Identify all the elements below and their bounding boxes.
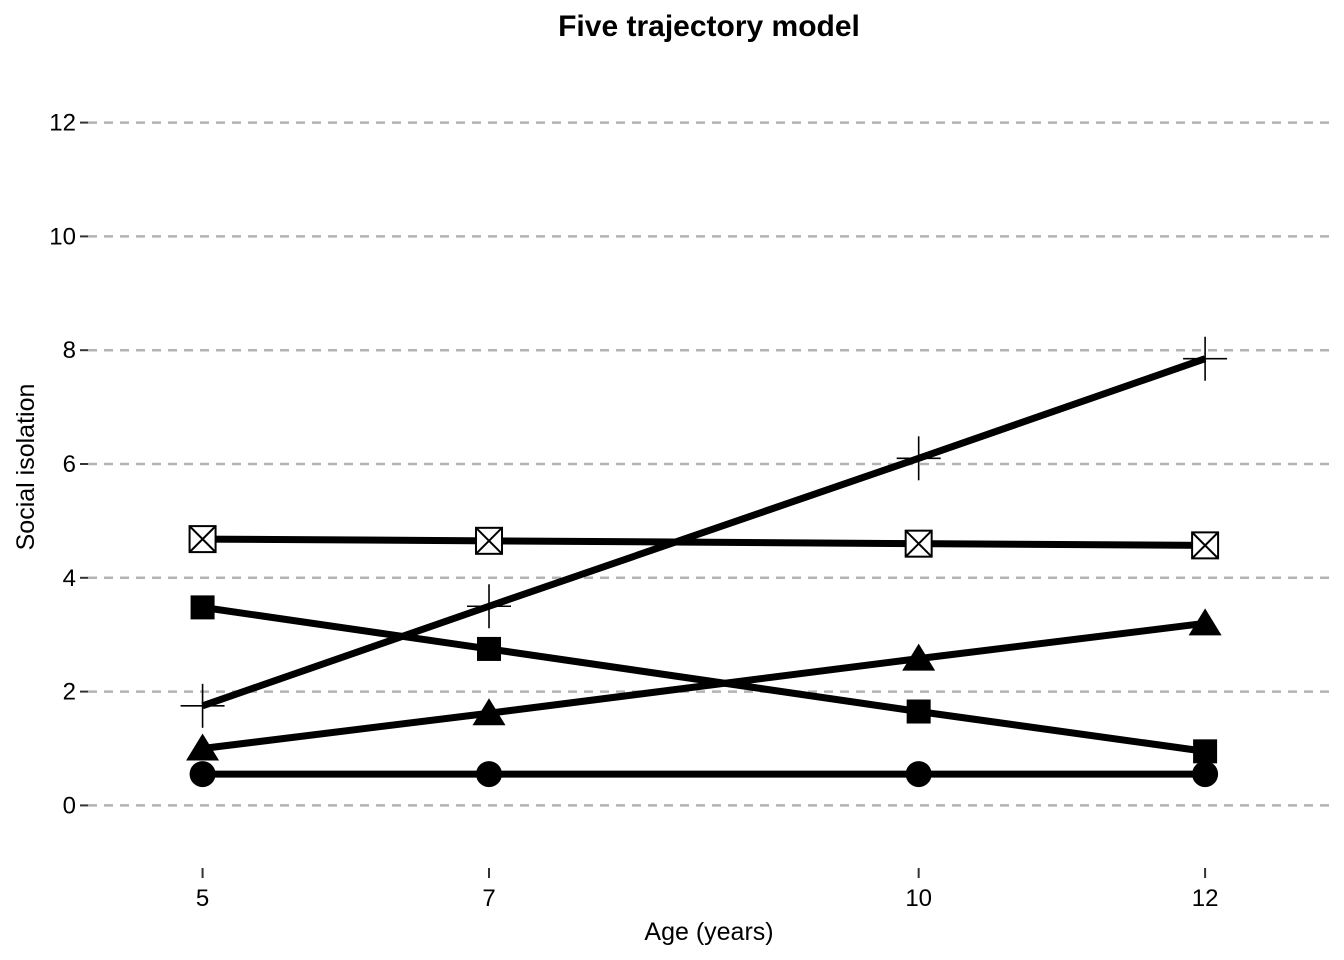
data-point-circle <box>1192 761 1219 788</box>
data-point-circle <box>905 761 932 788</box>
data-point-filled-square <box>1193 739 1218 764</box>
data-point-filled-triangle <box>1188 608 1222 636</box>
data-point-filled-square <box>477 636 502 661</box>
y-tick-label: 12 <box>49 110 76 137</box>
marker-group <box>180 336 1228 788</box>
data-point-boxed-x <box>475 526 504 555</box>
data-point-filled-square <box>906 699 931 724</box>
series-line-boxed-x <box>202 535 1206 549</box>
data-point-plus <box>1183 336 1228 381</box>
y-tick-label: 0 <box>63 792 76 819</box>
x-tick-label: 10 <box>905 885 932 912</box>
y-tick-label: 2 <box>63 679 76 706</box>
data-point-boxed-x <box>1191 531 1220 560</box>
series-line-plus <box>201 355 1207 710</box>
x-axis: 5 7 10 12 <box>196 868 1219 912</box>
y-tick-label: 8 <box>63 337 76 364</box>
data-point-circle <box>189 761 216 788</box>
y-tick-label: 6 <box>63 451 76 478</box>
chart-title: Five trajectory model <box>558 10 860 43</box>
data-point-circle <box>476 761 503 788</box>
x-axis-label: Age (years) <box>644 918 773 946</box>
data-point-plus <box>180 683 225 728</box>
data-point-plus <box>467 584 512 629</box>
data-point-boxed-x <box>188 525 217 554</box>
y-axis: 0 2 4 6 8 10 12 <box>49 110 88 819</box>
data-point-boxed-x <box>904 529 933 558</box>
series-line-filled-square <box>202 603 1206 755</box>
data-point-plus <box>896 436 941 481</box>
x-tick-label: 5 <box>196 885 209 912</box>
data-point-filled-triangle <box>186 733 220 761</box>
data-point-filled-triangle <box>902 643 936 671</box>
data-point-filled-triangle <box>472 698 506 726</box>
data-point-filled-square <box>190 595 215 620</box>
y-tick-label: 4 <box>63 565 76 592</box>
x-tick-label: 12 <box>1192 885 1219 912</box>
x-tick-label: 7 <box>482 885 495 912</box>
series-line-filled-triangle <box>202 619 1206 752</box>
y-tick-label: 10 <box>49 223 76 250</box>
series-group <box>201 355 1207 778</box>
grid-lines <box>88 121 1334 807</box>
y-axis-label: Social isolation <box>12 384 40 551</box>
